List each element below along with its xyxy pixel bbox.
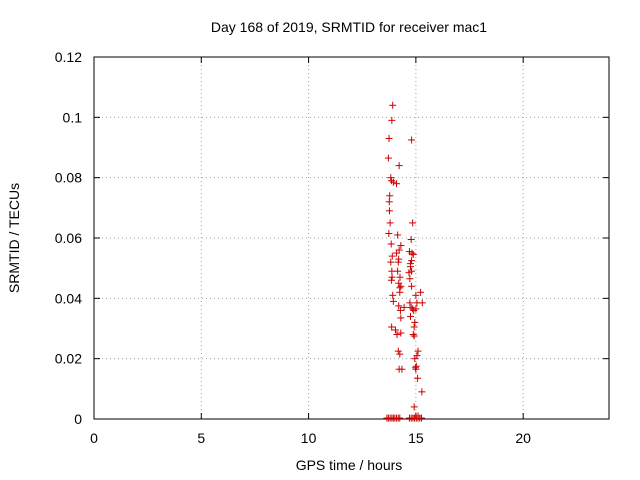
data-point [394, 347, 402, 355]
chart-title: Day 168 of 2019, SRMTID for receiver mac… [211, 19, 487, 35]
data-point [414, 374, 422, 382]
data-point [389, 178, 397, 186]
x-tick-label: 0 [90, 430, 98, 446]
data-point [397, 242, 405, 250]
x-axis-label: GPS time / hours [296, 457, 403, 473]
data-point [418, 388, 426, 396]
data-point [417, 288, 425, 296]
x-tick-label: 15 [408, 430, 424, 446]
axis-ticks [93, 56, 609, 420]
data-point [391, 326, 399, 334]
data-point [393, 180, 401, 188]
data-point [407, 236, 415, 244]
data-point [407, 260, 415, 268]
data-point [408, 136, 416, 144]
data-point [388, 252, 396, 260]
data-point [411, 355, 419, 363]
data-point [396, 306, 404, 314]
y-tick-label: 0.04 [55, 290, 82, 306]
data-point [389, 297, 397, 305]
data-point [395, 255, 403, 263]
data-point [396, 284, 404, 292]
y-axis-label: SRMTID / TECUs [6, 183, 22, 293]
data-point [384, 154, 392, 162]
data-point [417, 414, 425, 422]
x-tick-label: 10 [301, 430, 317, 446]
data-point [407, 312, 415, 320]
data-point [394, 231, 402, 239]
data-point [408, 257, 416, 265]
x-tick-label: 20 [515, 430, 531, 446]
plot-frame [93, 56, 610, 420]
data-point [386, 192, 394, 200]
data-points [383, 101, 426, 422]
data-point [405, 248, 413, 256]
grid-lines [94, 57, 609, 419]
data-point [409, 331, 417, 339]
data-point [388, 323, 396, 331]
y-tick-labels: 0 0.02 0.04 0.06 0.08 0.1 0.12 [55, 49, 82, 427]
data-point [388, 273, 396, 281]
data-point [412, 365, 420, 373]
y-tick-label: 0.02 [55, 351, 82, 367]
data-point [414, 347, 422, 355]
data-point [385, 134, 393, 142]
data-point [389, 291, 397, 299]
data-point [397, 329, 405, 337]
data-point [409, 251, 417, 259]
data-point [418, 299, 426, 307]
data-point [397, 282, 405, 290]
data-point [397, 314, 405, 322]
y-tick-label: 0 [74, 411, 82, 427]
data-point [400, 303, 408, 311]
data-point [410, 323, 418, 331]
data-point [393, 331, 401, 339]
data-point [395, 302, 403, 310]
data-point [395, 162, 403, 170]
data-point [396, 273, 404, 281]
data-point [387, 174, 395, 182]
data-point [395, 246, 403, 254]
data-point [410, 332, 418, 340]
data-point [389, 101, 397, 109]
data-point [409, 219, 417, 227]
data-point [396, 414, 404, 422]
data-point [396, 350, 404, 358]
y-tick-label: 0.08 [55, 170, 82, 186]
data-point [388, 116, 396, 124]
data-point [398, 365, 406, 373]
y-tick-label: 0.12 [55, 49, 82, 65]
data-point [412, 305, 420, 313]
data-point [412, 291, 420, 299]
y-tick-label: 0.06 [55, 230, 82, 246]
data-point [387, 177, 395, 185]
data-point [405, 269, 413, 277]
data-point [394, 267, 402, 275]
data-point [385, 198, 393, 206]
data-point [406, 275, 414, 283]
x-tick-label: 5 [197, 430, 205, 446]
data-point [387, 258, 395, 266]
data-point [408, 282, 416, 290]
data-point [387, 240, 395, 248]
data-point [386, 219, 394, 227]
data-point [411, 318, 419, 326]
data-point [410, 403, 418, 411]
x-tick-labels: 0 5 10 15 20 [90, 430, 531, 446]
data-point [385, 207, 393, 215]
data-point [385, 229, 393, 237]
data-point [387, 276, 395, 284]
y-tick-label: 0.1 [63, 109, 83, 125]
data-point [406, 299, 414, 307]
